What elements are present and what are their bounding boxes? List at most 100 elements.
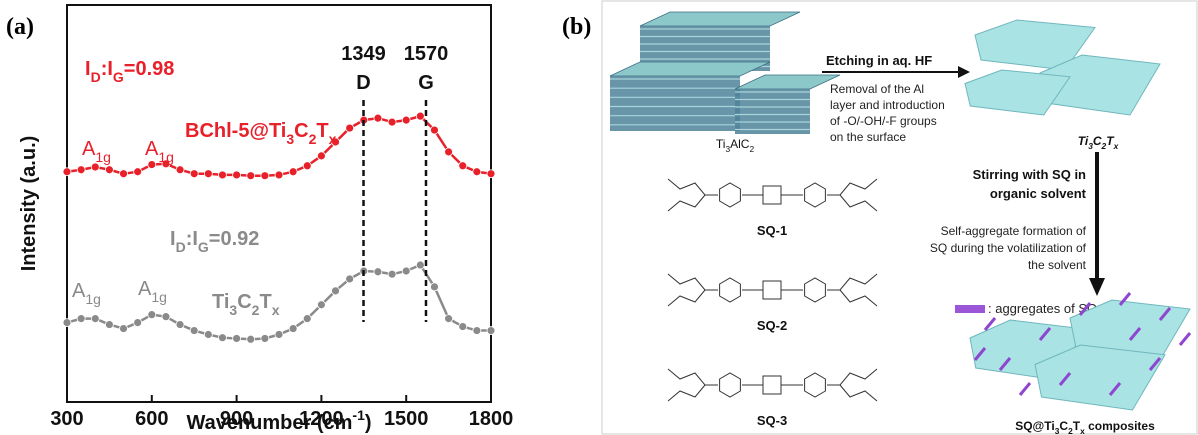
data-point bbox=[374, 268, 382, 276]
arrow-head bbox=[958, 66, 970, 78]
panel-label: (a) bbox=[6, 14, 34, 40]
data-point bbox=[120, 170, 128, 178]
ring bbox=[805, 183, 826, 207]
data-point bbox=[332, 287, 340, 295]
peak-label: A1g bbox=[82, 138, 111, 164]
x-tick-label: 300 bbox=[50, 408, 83, 430]
figure: (a) (b) 300600900120015001800Wavenumber … bbox=[0, 0, 1198, 435]
peak-label: A1g bbox=[138, 278, 167, 304]
mxene-side bbox=[610, 76, 740, 131]
mxene-layer bbox=[640, 12, 800, 26]
y-axis-label: Intensity (a.u.) bbox=[18, 136, 40, 272]
data-point bbox=[275, 171, 283, 179]
squaraine-core bbox=[763, 376, 781, 394]
data-point bbox=[416, 261, 424, 269]
data-point bbox=[134, 168, 142, 176]
x-tick-label: 1500 bbox=[384, 408, 429, 430]
data-point bbox=[176, 321, 184, 329]
data-point bbox=[148, 161, 156, 169]
data-point bbox=[346, 275, 354, 283]
data-point bbox=[105, 321, 113, 329]
data-point bbox=[233, 334, 241, 342]
mxene-layer bbox=[610, 62, 770, 76]
arrow-head bbox=[1089, 278, 1105, 296]
data-point bbox=[162, 313, 170, 321]
data-point bbox=[473, 168, 481, 176]
x-tick-label: 1800 bbox=[469, 408, 514, 430]
data-point bbox=[445, 315, 453, 323]
ring bbox=[805, 373, 826, 397]
step1-text: layer and introduction bbox=[830, 98, 945, 112]
data-point bbox=[63, 168, 71, 176]
data-point bbox=[77, 315, 85, 323]
data-point bbox=[346, 124, 354, 132]
data-point bbox=[176, 166, 184, 174]
peak-position: 1570 bbox=[404, 43, 449, 65]
step2-text: the solvent bbox=[1028, 258, 1087, 272]
data-point bbox=[374, 114, 382, 122]
data-point bbox=[289, 325, 297, 333]
aggregate bbox=[1180, 333, 1190, 345]
data-point bbox=[487, 170, 495, 178]
squaraine-core bbox=[763, 186, 781, 204]
data-point bbox=[261, 172, 269, 180]
step2-text: Self-aggregate formation of bbox=[941, 224, 1087, 238]
band-label: G bbox=[418, 72, 434, 94]
data-point bbox=[473, 327, 481, 335]
data-point bbox=[430, 126, 438, 134]
data-point bbox=[289, 168, 297, 176]
data-point bbox=[388, 270, 396, 278]
chain bbox=[668, 290, 705, 306]
chain bbox=[827, 369, 877, 385]
ring bbox=[720, 278, 741, 302]
step1-text: on the surface bbox=[830, 130, 906, 144]
chain bbox=[668, 385, 705, 401]
aggregate-swatch bbox=[955, 305, 985, 313]
data-point bbox=[416, 112, 424, 120]
data-point bbox=[105, 166, 113, 174]
data-point bbox=[303, 315, 311, 323]
mxene-label: Ti3C2Tx bbox=[1078, 134, 1119, 151]
data-point bbox=[459, 162, 467, 170]
chain bbox=[668, 179, 718, 195]
chain bbox=[840, 385, 877, 401]
aggregate bbox=[1020, 383, 1030, 395]
ratio-label: ID:IG=0.92 bbox=[170, 228, 259, 254]
step1-title: Etching in aq. HF bbox=[826, 53, 932, 68]
ring bbox=[720, 373, 741, 397]
precursor-label: Ti3AlC2 bbox=[716, 137, 755, 154]
data-point bbox=[134, 319, 142, 327]
chain bbox=[827, 179, 877, 195]
step2-title: Stirring with SQ in bbox=[973, 167, 1086, 182]
data-point bbox=[204, 170, 212, 178]
mxene-sheet bbox=[965, 70, 1070, 115]
data-point bbox=[190, 327, 198, 335]
chain bbox=[668, 195, 705, 211]
panel-label: (b) bbox=[562, 14, 591, 40]
mxene-side bbox=[735, 89, 810, 134]
data-point bbox=[317, 152, 325, 160]
peak-position: 1349 bbox=[341, 43, 386, 65]
data-point bbox=[247, 335, 255, 343]
ring bbox=[720, 183, 741, 207]
peak-label: A1g bbox=[145, 138, 174, 164]
data-point bbox=[275, 331, 283, 339]
chain bbox=[840, 290, 877, 306]
data-point bbox=[63, 319, 71, 327]
data-point bbox=[120, 325, 128, 333]
molecule-label: SQ-1 bbox=[757, 223, 787, 238]
peak-label: A1g bbox=[72, 280, 101, 306]
data-point bbox=[204, 331, 212, 339]
series-label: BChl-5@Ti3C2Tx bbox=[185, 120, 337, 146]
molecule-label: SQ-2 bbox=[757, 318, 787, 333]
data-point bbox=[148, 311, 156, 319]
step1-text: of -O/-OH/-F groups bbox=[830, 114, 937, 128]
data-point bbox=[388, 118, 396, 126]
series-label: Ti3C2Tx bbox=[212, 291, 280, 317]
step2-text: SQ during the volatilization of bbox=[930, 241, 1087, 255]
data-point bbox=[91, 315, 99, 323]
data-point bbox=[459, 323, 467, 331]
data-point bbox=[247, 172, 255, 180]
squaraine-core bbox=[763, 281, 781, 299]
data-point bbox=[430, 283, 438, 291]
